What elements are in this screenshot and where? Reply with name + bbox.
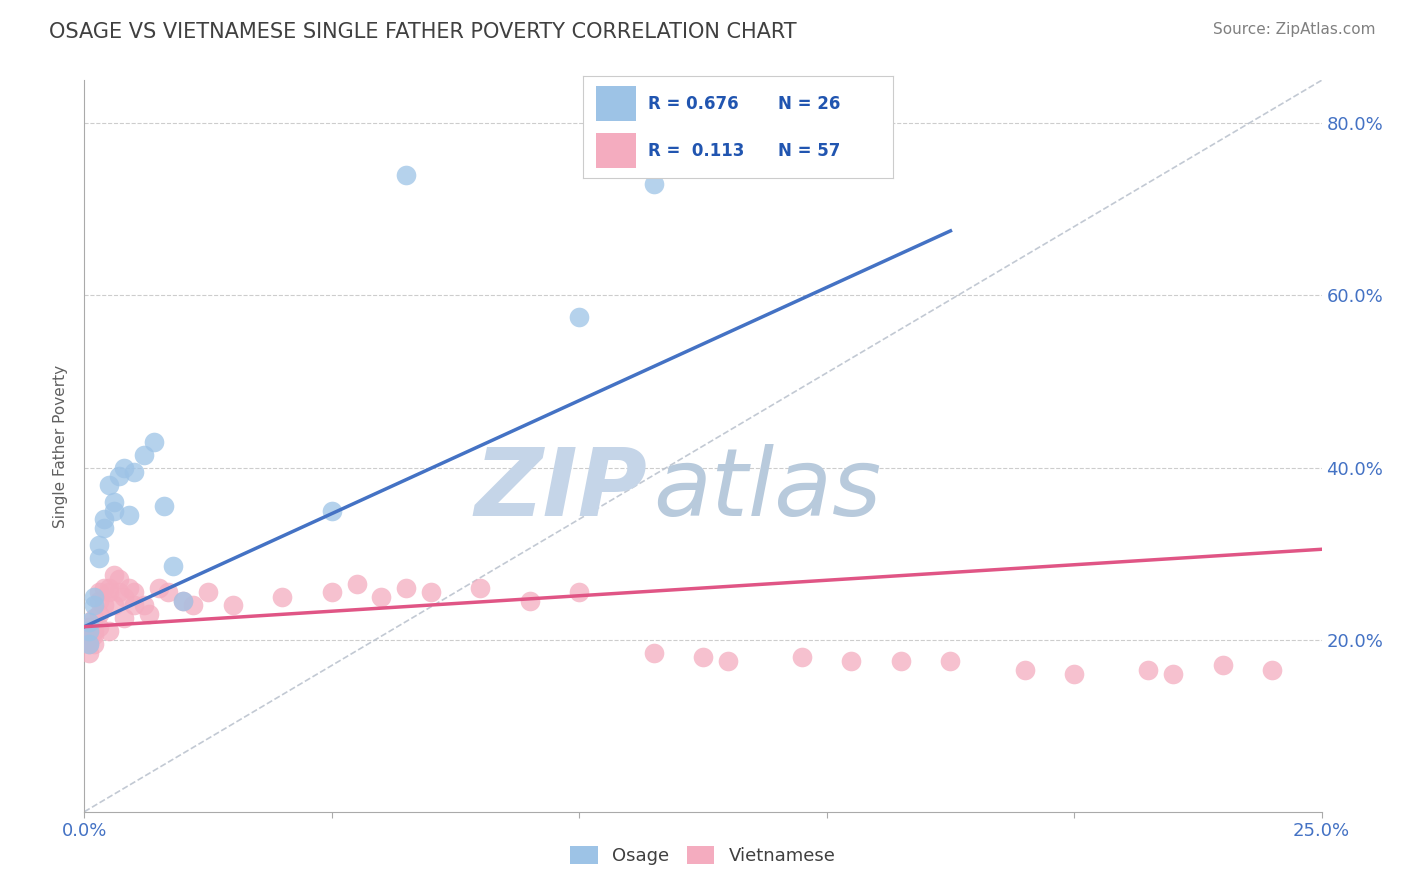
- Text: N = 57: N = 57: [779, 142, 841, 160]
- Text: R =  0.113: R = 0.113: [648, 142, 745, 160]
- Point: [89, 607, 111, 621]
- Point: [112, 611, 135, 625]
- Point: [1212, 658, 1234, 673]
- Point: [83, 624, 105, 638]
- Point: [103, 503, 125, 517]
- Point: [98, 585, 121, 599]
- Y-axis label: Single Father Poverty: Single Father Poverty: [53, 365, 69, 527]
- Point: [83, 628, 105, 642]
- Point: [93, 521, 115, 535]
- Point: [1063, 667, 1085, 681]
- Point: [93, 581, 115, 595]
- Point: [103, 568, 125, 582]
- Point: [118, 508, 141, 522]
- Text: ZIP: ZIP: [474, 444, 647, 536]
- Point: [108, 573, 131, 587]
- Point: [122, 598, 145, 612]
- Point: [122, 465, 145, 479]
- Point: [370, 590, 392, 604]
- Point: [568, 585, 591, 599]
- Point: [152, 500, 174, 514]
- Point: [132, 448, 155, 462]
- Point: [89, 585, 111, 599]
- Point: [162, 559, 184, 574]
- Point: [108, 469, 131, 483]
- Point: [79, 615, 101, 630]
- Point: [93, 512, 115, 526]
- Point: [79, 624, 101, 638]
- Point: [142, 434, 165, 449]
- Point: [132, 598, 155, 612]
- Point: [83, 611, 105, 625]
- Point: [519, 594, 541, 608]
- Point: [841, 151, 863, 165]
- Point: [692, 649, 714, 664]
- Point: [395, 168, 418, 182]
- Point: [717, 654, 740, 668]
- Point: [89, 550, 111, 565]
- Point: [83, 590, 105, 604]
- Point: [79, 637, 101, 651]
- Point: [271, 590, 294, 604]
- Point: [98, 624, 121, 638]
- Point: [103, 495, 125, 509]
- Point: [157, 585, 180, 599]
- Text: atlas: atlas: [654, 444, 882, 535]
- Point: [419, 585, 441, 599]
- Point: [108, 585, 131, 599]
- Text: N = 26: N = 26: [779, 95, 841, 112]
- Point: [112, 460, 135, 475]
- Point: [79, 637, 101, 651]
- Point: [83, 598, 105, 612]
- Point: [939, 654, 962, 668]
- Point: [83, 637, 105, 651]
- Point: [103, 598, 125, 612]
- Point: [89, 620, 111, 634]
- Point: [1261, 663, 1284, 677]
- Point: [1161, 667, 1184, 681]
- Bar: [596, 133, 636, 168]
- Point: [1014, 663, 1036, 677]
- Point: [346, 576, 368, 591]
- Bar: [596, 87, 636, 121]
- Point: [790, 649, 813, 664]
- Point: [181, 598, 204, 612]
- Point: [89, 538, 111, 552]
- Text: Source: ZipAtlas.com: Source: ZipAtlas.com: [1212, 22, 1375, 37]
- Legend: Osage, Vietnamese: Osage, Vietnamese: [564, 838, 842, 872]
- Point: [1137, 663, 1160, 677]
- Point: [89, 594, 111, 608]
- Point: [79, 624, 101, 638]
- Point: [197, 585, 219, 599]
- Point: [138, 607, 160, 621]
- Point: [222, 598, 245, 612]
- Point: [79, 620, 101, 634]
- Point: [79, 646, 101, 660]
- Point: [841, 654, 863, 668]
- Point: [93, 598, 115, 612]
- Point: [98, 477, 121, 491]
- Text: R = 0.676: R = 0.676: [648, 95, 740, 112]
- Point: [172, 594, 194, 608]
- Point: [122, 585, 145, 599]
- Point: [112, 590, 135, 604]
- Point: [172, 594, 194, 608]
- Point: [98, 581, 121, 595]
- Point: [643, 177, 665, 191]
- Point: [79, 632, 101, 647]
- Point: [890, 654, 912, 668]
- Point: [148, 581, 170, 595]
- Point: [470, 581, 492, 595]
- Point: [118, 581, 141, 595]
- Point: [321, 585, 343, 599]
- Point: [568, 310, 591, 324]
- Text: OSAGE VS VIETNAMESE SINGLE FATHER POVERTY CORRELATION CHART: OSAGE VS VIETNAMESE SINGLE FATHER POVERT…: [49, 22, 797, 42]
- Point: [643, 646, 665, 660]
- Point: [321, 503, 343, 517]
- Point: [395, 581, 418, 595]
